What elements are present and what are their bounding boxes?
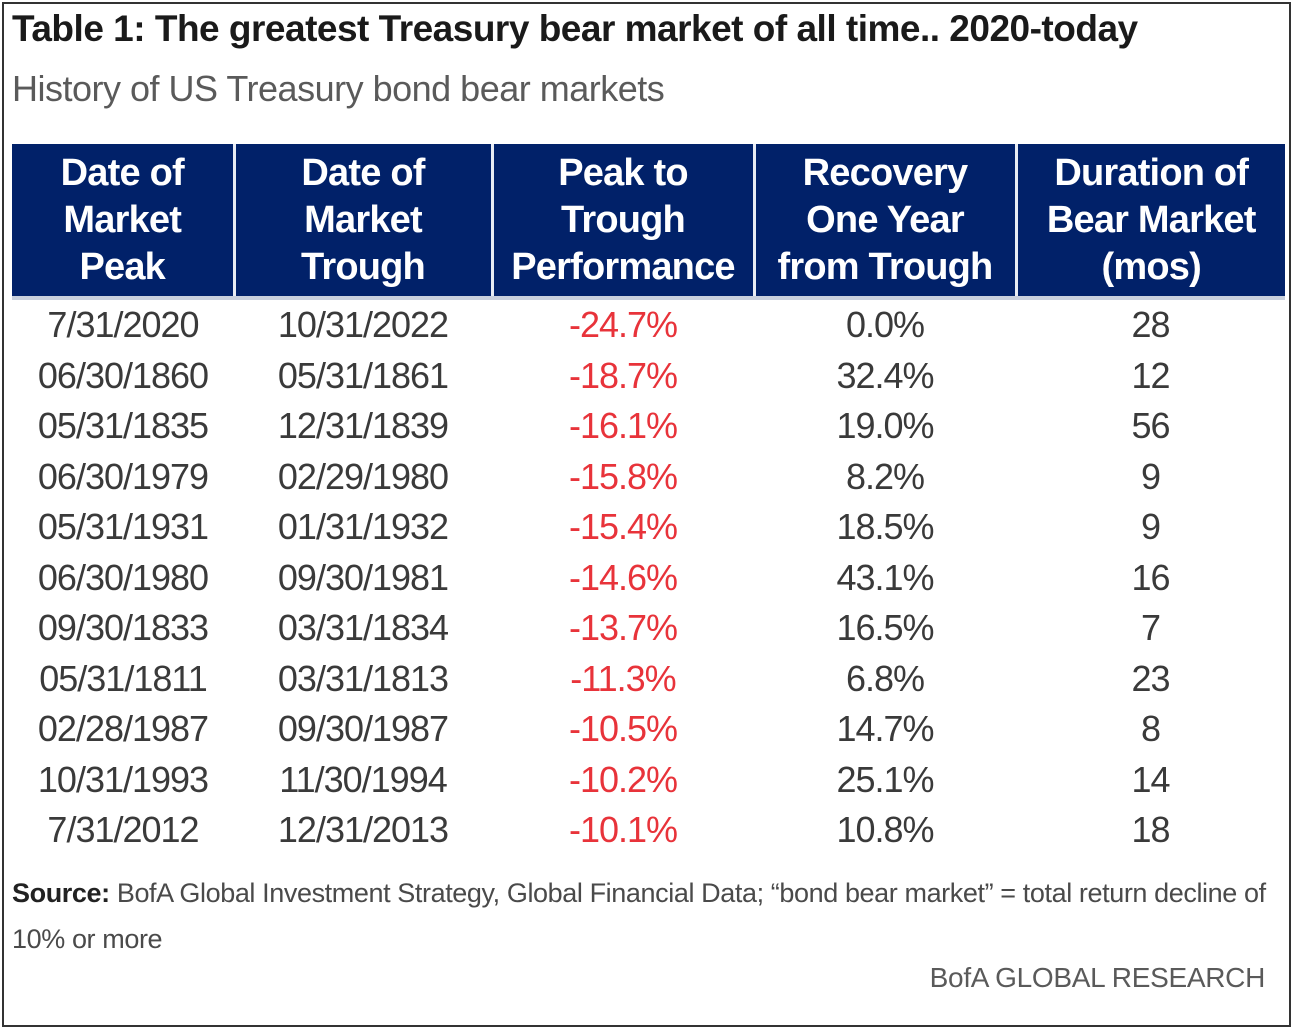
column-header-line: Duration of xyxy=(1054,151,1249,194)
table-cell: 43.1% xyxy=(836,556,934,598)
column-header-line: Market xyxy=(63,198,182,241)
column-header-line: from Trough xyxy=(777,245,994,288)
column-header-line: Trough xyxy=(561,198,686,241)
column-header-2: Date of Market Trough xyxy=(234,144,494,300)
table-row: 06/30/1860 05/31/1861 -18.7% 32.4% 12 xyxy=(12,351,1285,402)
table-cell: -18.7% xyxy=(568,354,678,396)
column-header-4: Recovery One Year from Trough xyxy=(754,144,1018,300)
table-cell: -24.7% xyxy=(568,304,678,346)
table-header: Date of Market Peak Date of Market Trough Peak… xyxy=(12,144,1285,300)
table-body: 7/31/2020 10/31/2022 -24.7% 0.0% 28 06/30/186… xyxy=(12,298,1285,856)
table-cell: 16.5% xyxy=(836,607,934,649)
table-cell: 18.5% xyxy=(836,506,934,548)
table-cell: 09/30/1833 xyxy=(37,607,209,649)
table-cell: 56 xyxy=(1131,405,1170,447)
table-title: Table 1: The greatest Treasury bear mark… xyxy=(12,8,1138,49)
table-cell: 11/30/1994 xyxy=(279,758,448,800)
column-header-line: Bear Market xyxy=(1046,198,1257,241)
table-row: 05/31/1835 12/31/1839 -16.1% 19.0% 56 xyxy=(12,401,1285,452)
column-header-line: Recovery xyxy=(802,151,969,194)
table-row: 09/30/1833 03/31/1834 -13.7% 16.5% 7 xyxy=(12,603,1285,654)
table-cell: -10.5% xyxy=(568,708,678,750)
column-header-3: Peak to Trough Performance xyxy=(492,144,756,300)
table-row: 7/31/2020 10/31/2022 -24.7% 0.0% 28 xyxy=(12,298,1285,351)
table-row: 10/31/1993 11/30/1994 -10.2% 25.1% 14 xyxy=(12,755,1285,806)
source-label: Source: xyxy=(12,878,110,908)
table-cell: 9 xyxy=(1140,455,1161,497)
table-cell: -11.3% xyxy=(570,657,676,699)
table-cell: 7 xyxy=(1140,607,1161,649)
column-header-line: Market xyxy=(304,198,423,241)
table-cell: 02/29/1980 xyxy=(277,455,449,497)
table-row: 06/30/1979 02/29/1980 -15.8% 8.2% 9 xyxy=(12,452,1285,503)
table-cell: 6.8% xyxy=(845,657,925,699)
table-subtitle: History of US Treasury bond bear markets xyxy=(12,68,665,109)
table-cell: 7/31/2012 xyxy=(47,809,199,851)
table-cell: 7/31/2020 xyxy=(47,304,199,346)
table-cell: 12/31/2013 xyxy=(277,809,449,851)
table-cell: 9 xyxy=(1140,506,1161,548)
table-cell: 18 xyxy=(1131,809,1170,851)
column-header-line: (mos) xyxy=(1101,245,1202,288)
table-cell: 19.0% xyxy=(836,405,934,447)
table-cell: -16.1% xyxy=(568,405,678,447)
table-cell: 06/30/1860 xyxy=(37,354,209,396)
column-header-line: Date of xyxy=(301,151,425,194)
source-text: BofA Global Investment Strategy, Global … xyxy=(12,878,1266,954)
table-container: Date of Market Peak Date of Market Trough Peak… xyxy=(12,144,1285,856)
column-header-line: Trough xyxy=(301,245,426,288)
column-header-5: Duration of Bear Market (mos) xyxy=(1016,144,1285,300)
column-header-line: One Year xyxy=(806,198,964,241)
table-cell: 02/28/1987 xyxy=(37,708,209,750)
table-cell: -14.6% xyxy=(568,556,678,598)
table-cell: 03/31/1834 xyxy=(277,607,449,649)
table-cell: 10/31/1993 xyxy=(37,758,209,800)
table-cell: 10.8% xyxy=(836,809,934,851)
table-cell: 05/31/1861 xyxy=(277,354,449,396)
table-cell: -13.7% xyxy=(568,607,678,649)
table-cell: 8 xyxy=(1140,708,1161,750)
table-cell: 0.0% xyxy=(845,304,925,346)
table-cell: 05/31/1811 xyxy=(39,657,208,699)
table-cell: 32.4% xyxy=(836,354,934,396)
table-cell: 06/30/1980 xyxy=(37,556,209,598)
table-cell: -15.8% xyxy=(568,455,678,497)
brand-footer: BofA GLOBAL RESEARCH xyxy=(929,962,1266,993)
table-cell: 14 xyxy=(1131,758,1170,800)
table-cell: 8.2% xyxy=(845,455,925,497)
column-header-line: Peak to xyxy=(558,151,688,194)
table-row: 05/31/1811 03/31/1813 -11.3% 6.8% 23 xyxy=(12,654,1285,705)
table-cell: 06/30/1979 xyxy=(37,455,209,497)
table-cell: 16 xyxy=(1131,556,1170,598)
column-header-line: Performance xyxy=(511,245,735,288)
table-cell: 28 xyxy=(1131,304,1170,346)
table-cell: 05/31/1931 xyxy=(37,506,209,548)
column-header-line: Date of xyxy=(60,151,185,194)
table-cell: 12 xyxy=(1131,354,1170,396)
table-row: 7/31/2012 12/31/2013 -10.1% 10.8% 18 xyxy=(12,805,1285,856)
table-cell: 01/31/1932 xyxy=(277,506,449,548)
table-cell: 23 xyxy=(1131,657,1170,699)
header-row: Date of Market Peak Date of Market Trough Peak… xyxy=(12,144,1285,300)
table-cell: 25.1% xyxy=(836,758,934,800)
table-cell: 12/31/1839 xyxy=(277,405,449,447)
table-cell: 09/30/1981 xyxy=(277,556,449,598)
table-cell: 05/31/1835 xyxy=(37,405,209,447)
table-cell: -10.2% xyxy=(568,758,678,800)
source-note: Source: BofA Global Investment Strategy,… xyxy=(12,870,1277,962)
table-row: 02/28/1987 09/30/1987 -10.5% 14.7% 8 xyxy=(12,704,1285,755)
table-row: 06/30/1980 09/30/1981 -14.6% 43.1% 16 xyxy=(12,553,1285,604)
table-cell: -15.4% xyxy=(568,506,678,548)
table-cell: 03/31/1813 xyxy=(277,657,449,699)
table-row: 05/31/1931 01/31/1932 -15.4% 18.5% 9 xyxy=(12,502,1285,553)
table-cell: 10/31/2022 xyxy=(277,304,449,346)
table-cell: -10.1% xyxy=(568,809,678,851)
table-cell: 09/30/1987 xyxy=(277,708,449,750)
column-header-1: Date of Market Peak xyxy=(12,144,236,300)
table-cell: 14.7% xyxy=(836,708,934,750)
column-header-line: Peak xyxy=(79,245,166,288)
bear-market-table: Date of Market Peak Date of Market Trough Peak… xyxy=(12,144,1285,856)
